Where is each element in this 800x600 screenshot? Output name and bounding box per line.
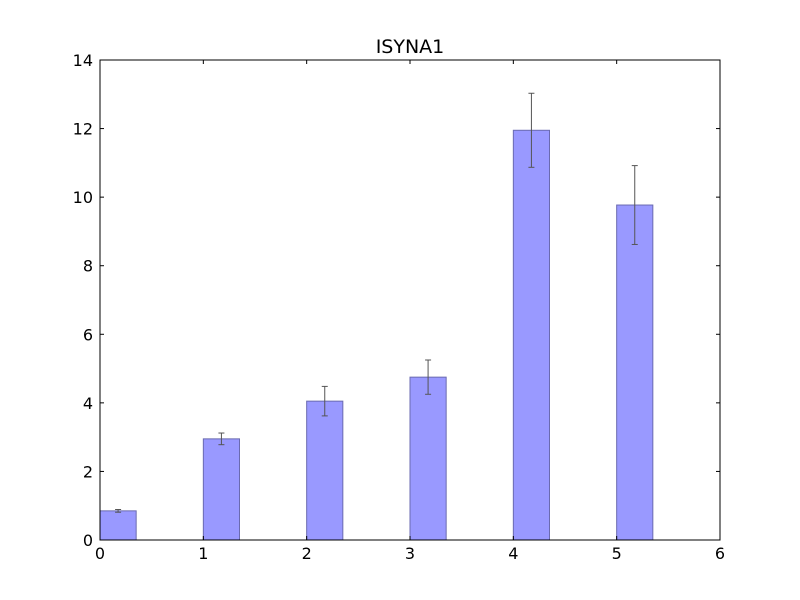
y-tick-label: 12	[73, 120, 93, 139]
errorbars-layer	[115, 92, 638, 513]
bar	[409, 376, 447, 541]
x-tick-label: 4	[508, 544, 518, 563]
x-tick-label: 5	[612, 544, 622, 563]
bar	[306, 400, 344, 541]
y-tick-label: 0	[83, 531, 93, 550]
y-tick-label: 2	[83, 462, 93, 481]
x-tick-label: 6	[715, 544, 725, 563]
bar	[202, 438, 240, 541]
bars-layer	[99, 129, 654, 541]
x-tick-label: 0	[95, 544, 105, 563]
bar	[616, 204, 654, 541]
bar	[99, 510, 137, 541]
x-tick-label: 1	[198, 544, 208, 563]
y-tick-label: 4	[83, 394, 93, 413]
bar	[512, 129, 550, 541]
chart-title: ISYNA1	[376, 36, 445, 58]
y-tick-label: 6	[83, 325, 93, 344]
x-tick-label: 3	[405, 544, 415, 563]
x-tick-label: 2	[302, 544, 312, 563]
y-tick-label: 14	[73, 51, 93, 70]
y-tick-label: 10	[73, 188, 93, 207]
y-tick-label: 8	[83, 257, 93, 276]
